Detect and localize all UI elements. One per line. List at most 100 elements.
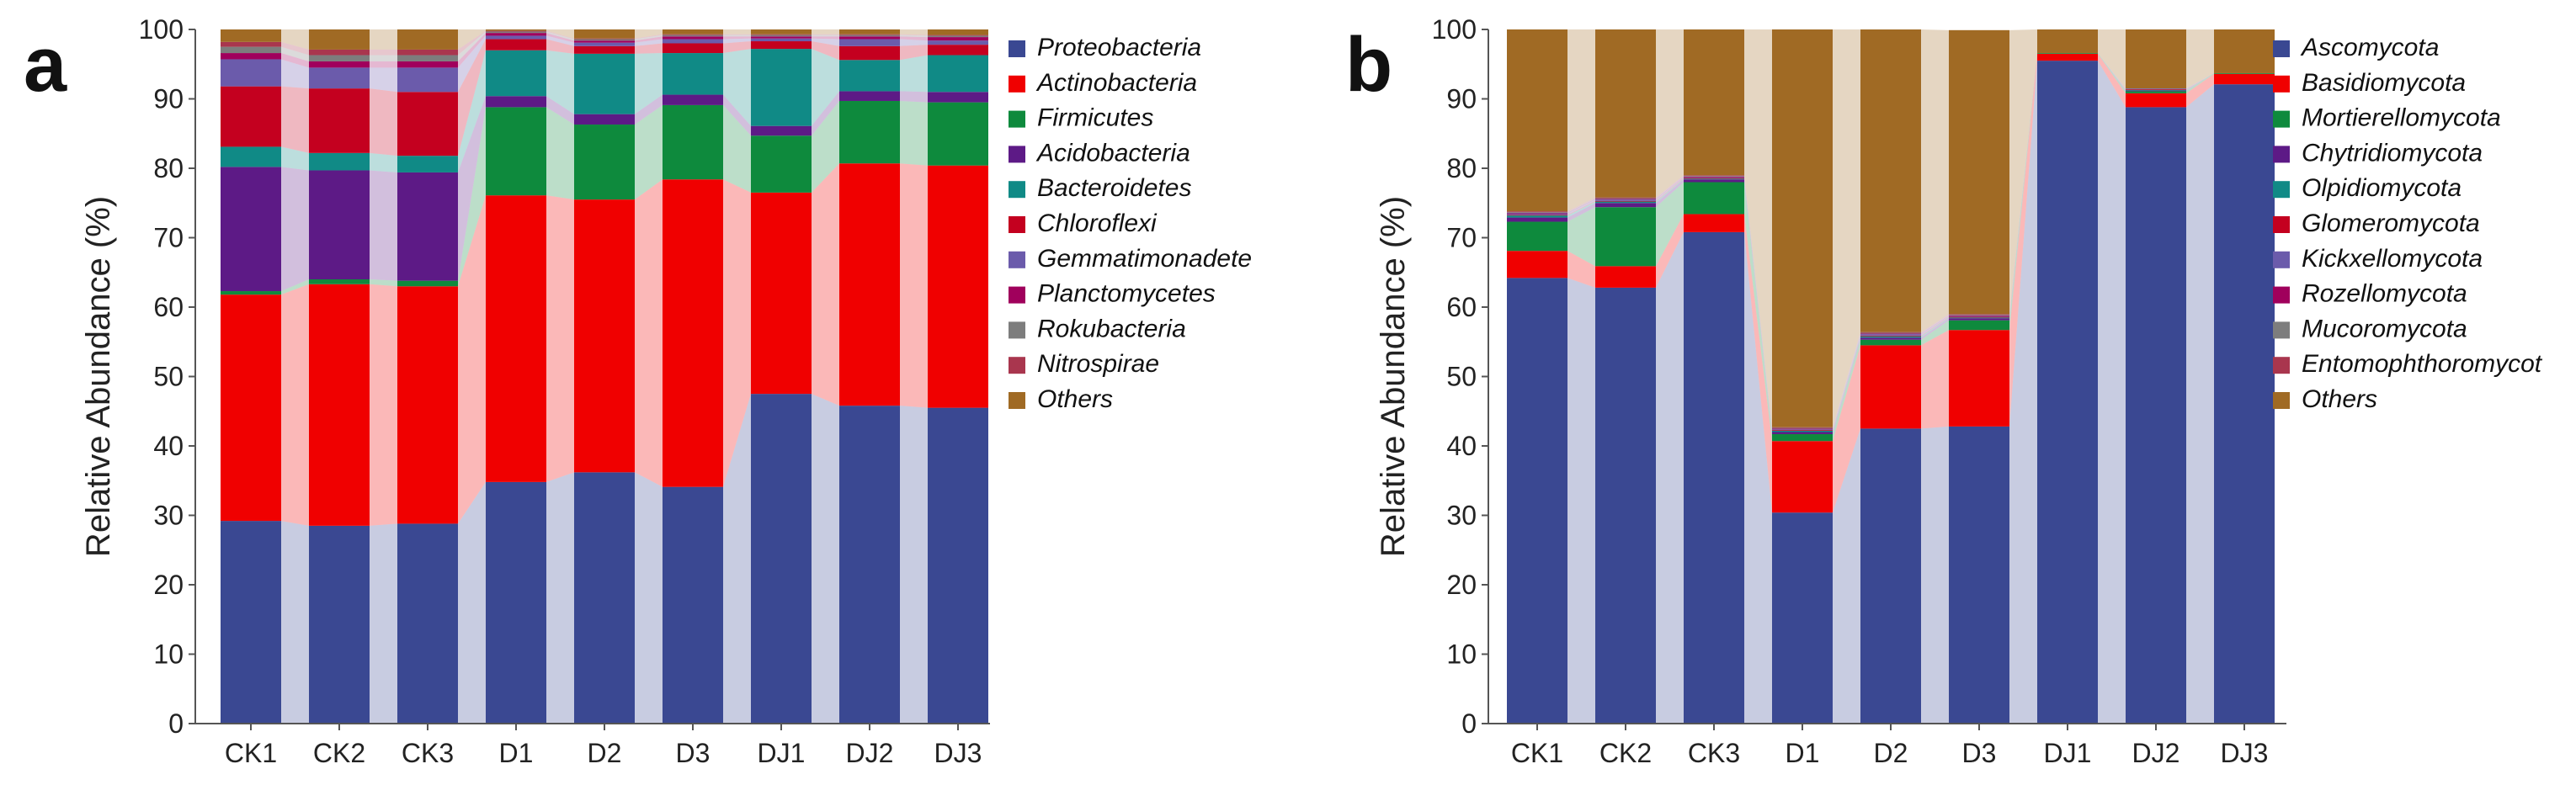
- connector-mucoromycota-ck3: [1744, 176, 1772, 429]
- connector-planctomycetes-d2: [635, 36, 663, 43]
- connector-proteobacteria-ck3: [458, 481, 486, 724]
- bar-segment-nitrospirae-d1: [486, 30, 546, 32]
- connector-others-dj1: [2098, 29, 2126, 89]
- bar-segment-planctomycetes-d3: [663, 36, 723, 40]
- bar-segment-planctomycetes-ck1: [221, 53, 281, 60]
- x-tick-label-d1: D1: [1786, 738, 1820, 768]
- bar-segment-proteobacteria-dj3: [928, 407, 988, 724]
- y-tick-label-70: 70: [1446, 223, 1477, 253]
- bar-segment-rokubacteria-dj3: [928, 35, 988, 38]
- bar-segment-basidiomycota-ck1: [1507, 251, 1567, 278]
- bar-segment-mucoromycota-ck2: [1595, 198, 1656, 199]
- connector-chloroflexi-d3: [723, 41, 751, 54]
- bar-segment-bacteroidetes-dj1: [751, 49, 812, 126]
- bar-segment-gemmatimonadetes-d2: [574, 42, 635, 46]
- legend-swatch-ascomycota: [2273, 40, 2290, 57]
- bar-segment-actinobacteria-d2: [574, 199, 635, 473]
- series-planctomycetes: [221, 33, 988, 68]
- bar-segment-gemmatimonadetes-d1: [486, 35, 546, 40]
- bar-segment-mortierellomycota-dj2: [2126, 91, 2186, 93]
- connector-firmicutes-ck3: [458, 107, 486, 287]
- connector-nitrospirae-d1: [546, 30, 574, 40]
- bar-segment-others-d3: [1949, 29, 2009, 315]
- legend-swatch-actinobacteria: [1009, 75, 1025, 93]
- connector-others-dj1: [812, 29, 839, 34]
- bar-segment-others-dj1: [2037, 29, 2098, 54]
- bar-segment-actinobacteria-dj2: [839, 163, 900, 406]
- connector-mortierellomycota-dj2: [2186, 72, 2214, 93]
- connector-chytridiomycota-ck3: [1744, 179, 1772, 434]
- connector-chloroflexi-ck1: [281, 86, 309, 153]
- legend-swatch-glomeromycota: [2273, 216, 2290, 233]
- chart-b-fungi: 0 10 20 30 40 50 60 70 80 90 100 CK1 CK2 CK3 D1 D2 D3 DJ1…: [1375, 14, 2543, 768]
- bar-segment-ascomycota-ck1: [1507, 278, 1567, 724]
- bar-segment-ascomycota-dj1: [2037, 61, 2098, 724]
- connector-actinobacteria-ck1: [281, 284, 309, 526]
- bar-segment-kickxellomycota-ck2: [1595, 199, 1656, 201]
- bar-segment-nitrospirae-ck2: [309, 49, 370, 56]
- connector-ascomycota-d3: [2009, 61, 2037, 724]
- connector-firmicutes-d3: [723, 104, 751, 193]
- y-tick-label-100: 100: [139, 14, 184, 45]
- connector-olpidiomycota-ck1: [1567, 201, 1595, 218]
- bar-segment-others-d2: [574, 29, 635, 39]
- bar-segment-mortierellomycota-ck3: [1684, 182, 1744, 215]
- y-tick-label-10: 10: [1446, 639, 1477, 670]
- legend-swatch-bacteroidetes: [1009, 181, 1025, 199]
- bar-segment-firmicutes-dj1: [751, 135, 812, 193]
- legend-swatch-proteobacteria: [1009, 40, 1025, 57]
- bar-segment-proteobacteria-ck1: [221, 521, 281, 724]
- bar-segment-basidiomycota-d1: [1772, 441, 1833, 513]
- series-actinobacteria: [221, 163, 988, 526]
- legend-label-firmicutes: Firmicutes: [1037, 104, 1153, 132]
- connector-gemmatimonadetes-ck3: [458, 35, 486, 93]
- bar-segment-planctomycetes-dj1: [751, 36, 812, 39]
- connector-others-ck1: [281, 29, 309, 50]
- connector-gemmatimonadetes-dj1: [812, 38, 839, 46]
- bar-segment-chloroflexi-dj1: [751, 41, 812, 50]
- x-tick-label-dj2: DJ2: [2132, 738, 2180, 768]
- series-chytridiomycota: [1507, 90, 2186, 434]
- connector-planctomycetes-d1: [546, 33, 574, 43]
- x-tick-label-ck3: CK3: [402, 738, 454, 768]
- connector-glomeromycota-d2: [1921, 316, 1949, 337]
- bar-segment-rokubacteria-dj1: [751, 34, 812, 37]
- connector-rokubacteria-ck3: [458, 31, 486, 61]
- connector-others-ck2: [1656, 29, 1684, 198]
- connector-proteobacteria-dj2: [900, 406, 928, 724]
- connector-chytridiomycota-ck1: [1567, 203, 1595, 222]
- bar-segment-planctomycetes-ck3: [397, 61, 458, 68]
- bar-segment-nitrospirae-ck3: [397, 49, 458, 56]
- bar-segment-bacteroidetes-d3: [663, 53, 723, 95]
- bar-segment-chloroflexi-dj2: [839, 45, 900, 61]
- bar-segment-olpidiomycota-ck1: [1507, 215, 1567, 218]
- y-tick-label-0: 0: [1461, 708, 1477, 739]
- connector-others-d2: [1921, 29, 1949, 332]
- connector-gemmatimonadetes-ck1: [281, 59, 309, 89]
- connector-proteobacteria-ck2: [370, 523, 397, 724]
- panel-label-b: b: [1345, 22, 1392, 108]
- connector-rokubacteria-d2: [635, 34, 663, 41]
- x-tick-label-ck2: CK2: [1599, 738, 1652, 768]
- x-tick-label-dj2: DJ2: [846, 738, 894, 768]
- connector-chloroflexi-d2: [635, 43, 663, 54]
- connector-actinobacteria-ck2: [370, 284, 397, 526]
- legend-label-kickxellomycota: Kickxellomycota: [2302, 245, 2483, 273]
- bar-segment-gemmatimonadetes-dj3: [928, 40, 988, 45]
- bar-segment-rozellomycota-d1: [1772, 428, 1833, 430]
- y-tick-label-60: 60: [153, 292, 184, 322]
- bar-segment-entomophthoromycota-d2: [1860, 332, 1921, 333]
- connector-planctomycetes-ck1: [281, 53, 309, 68]
- y-tick-label-80: 80: [1446, 153, 1477, 183]
- chart-a-bacteria: 0 10 20 30 40 50 60 70 80 90 100 CK1 CK2 CK3 D1 D2 D3 DJ1…: [80, 14, 1252, 768]
- bar-segment-chloroflexi-d1: [486, 39, 546, 50]
- connector-rozellomycota-d3: [2009, 53, 2037, 316]
- connector-rozellomycota-d1: [1833, 333, 1860, 430]
- connector-kickxellomycota-d3: [2009, 53, 2037, 317]
- bar-segment-nitrospirae-d2: [574, 38, 635, 40]
- bar-segment-rozellomycota-ck1: [1507, 212, 1567, 214]
- bar-segment-rozellomycota-d2: [1860, 333, 1921, 335]
- connector-chloroflexi-d1: [546, 39, 574, 54]
- series-others: [221, 29, 988, 50]
